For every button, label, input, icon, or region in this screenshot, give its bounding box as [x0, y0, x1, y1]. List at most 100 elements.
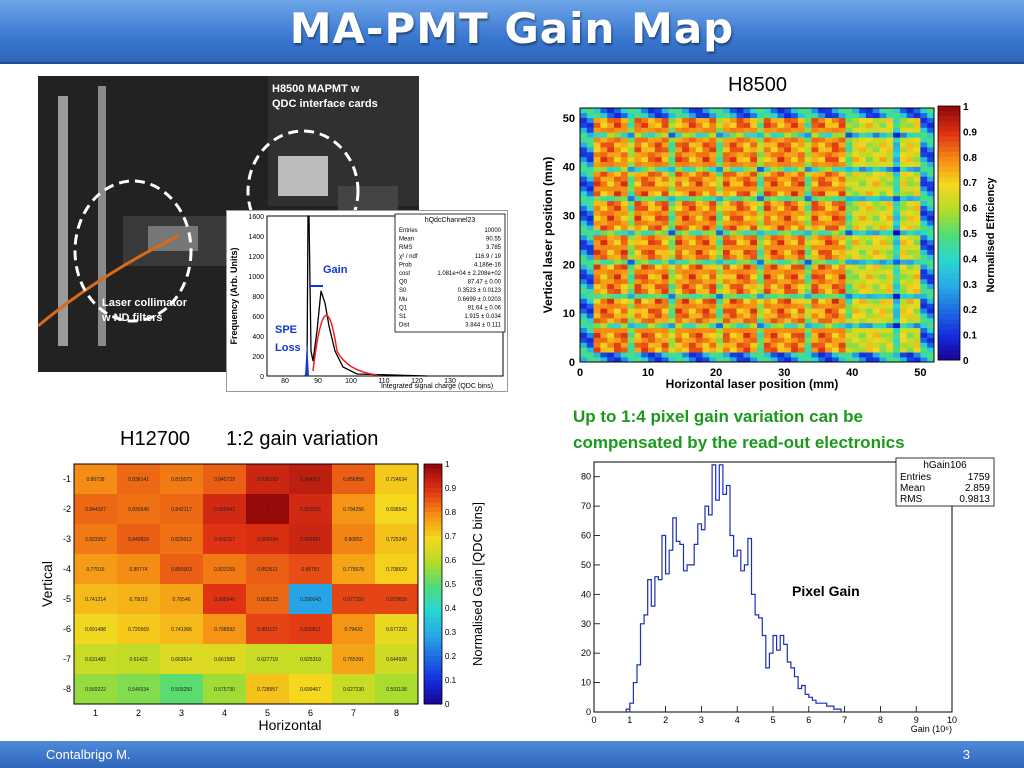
h8500-cell — [852, 230, 860, 236]
h8500-cell — [722, 117, 731, 123]
h8500-cell — [593, 293, 601, 299]
h8500-cell — [736, 176, 744, 182]
h8500-cell — [804, 337, 812, 343]
h8500-cell — [927, 225, 935, 231]
h8500-cell — [852, 205, 860, 211]
hist-stats-key: RMS — [900, 494, 923, 505]
h12700-cell-value: 0.794256 — [343, 507, 364, 513]
h8500-cell — [804, 210, 812, 216]
h8500-cell — [682, 298, 690, 304]
h8500-cell — [899, 142, 908, 148]
h8500-cell — [818, 337, 826, 343]
h8500-cell — [852, 347, 860, 353]
h12700-cell — [375, 554, 418, 584]
h8500-cell — [906, 264, 914, 270]
h8500-cell — [859, 235, 867, 241]
h8500-cell — [729, 195, 737, 202]
h8500-cell — [777, 142, 785, 148]
h8500-cell — [872, 127, 880, 133]
hist-xtick: 1 — [627, 715, 632, 725]
h8500-cell — [668, 215, 676, 221]
h8500-cell — [648, 264, 656, 270]
h8500-cell — [845, 127, 853, 133]
h8500-cell — [600, 313, 608, 319]
h8500-cell — [729, 161, 737, 167]
h8500-cell — [736, 235, 744, 241]
h8500-cell — [838, 249, 846, 255]
h8500-cell — [750, 337, 758, 343]
h8500-cell — [729, 254, 737, 260]
h8500-cell — [722, 108, 731, 114]
h8500-cell — [757, 215, 765, 221]
h8500-cell — [825, 318, 833, 324]
h8500-cell — [607, 186, 615, 192]
h8500-cell — [750, 122, 758, 128]
h8500-cell — [743, 327, 751, 333]
h8500-cell — [797, 151, 805, 158]
h8500-cell — [845, 347, 853, 353]
h8500-cell — [865, 215, 874, 221]
h8500-cell — [634, 342, 642, 348]
inset-xtick: 130 — [444, 378, 456, 385]
h8500-cell — [682, 156, 690, 163]
h8500-cell — [893, 254, 901, 260]
h8500-cell — [607, 293, 615, 299]
h12700-ztick: 0.8 — [445, 508, 457, 517]
h8500-cell — [729, 225, 737, 231]
stats-key: Mean — [399, 237, 414, 243]
h8500-ylabel: Vertical laser position (mm) — [541, 157, 555, 314]
h8500-cell — [818, 288, 826, 294]
h8500-cell — [872, 166, 880, 172]
h8500-cell — [722, 200, 731, 206]
h8500-cell — [688, 205, 697, 211]
h8500-cell — [791, 127, 799, 133]
h12700-cell — [117, 614, 160, 644]
h8500-cell — [682, 249, 690, 255]
h8500-cell — [641, 357, 649, 363]
h8500-cell — [682, 200, 690, 206]
h8500-cell — [668, 347, 676, 353]
h8500-cell — [791, 225, 799, 231]
h8500-cell — [641, 293, 649, 299]
h8500-cell — [879, 332, 887, 338]
h8500-cell — [654, 191, 662, 197]
h8500-cell — [865, 278, 874, 285]
h8500-cell — [831, 122, 839, 128]
h8500-cell — [838, 254, 846, 260]
h8500-cell — [620, 181, 628, 187]
h8500-cell — [682, 347, 690, 353]
h12700-cell-value: 0.677220 — [386, 627, 407, 633]
h8500-cell — [688, 235, 697, 241]
h8500-cell — [709, 225, 717, 231]
h8500-cell — [702, 215, 710, 221]
h8500-cell — [641, 283, 649, 290]
h8500-cell — [927, 161, 935, 167]
h8500-cell — [750, 137, 758, 143]
h8500-cell — [797, 181, 805, 187]
callout-line: H8500 MAPMT w — [272, 83, 360, 95]
h8500-cell — [586, 293, 594, 299]
h12700-cell — [160, 674, 203, 704]
h8500-cell — [838, 166, 846, 172]
h8500-cell — [580, 112, 588, 119]
h8500-cell — [641, 303, 649, 309]
h8500-cell — [818, 147, 826, 153]
h8500-cell — [886, 322, 894, 329]
h8500-cell — [906, 298, 914, 304]
h8500-cell — [702, 195, 710, 202]
h8500-cell — [879, 347, 887, 353]
h8500-cell — [716, 293, 724, 299]
h8500-cell — [675, 161, 683, 167]
h12700-colorbar-step — [424, 632, 442, 638]
h8500-cell — [893, 147, 901, 153]
h8500-cell — [695, 342, 703, 348]
h8500-colorbar-step — [938, 253, 960, 259]
stats-key: Dist — [399, 323, 410, 329]
h8500-cell — [879, 288, 887, 294]
h8500-cell — [729, 215, 737, 221]
note-line-2: compensated by the read-out electronics — [573, 433, 905, 452]
h8500-cell — [682, 122, 690, 128]
h8500-cell — [607, 259, 615, 265]
h8500-cell — [927, 142, 935, 148]
h8500-cell — [709, 132, 717, 138]
